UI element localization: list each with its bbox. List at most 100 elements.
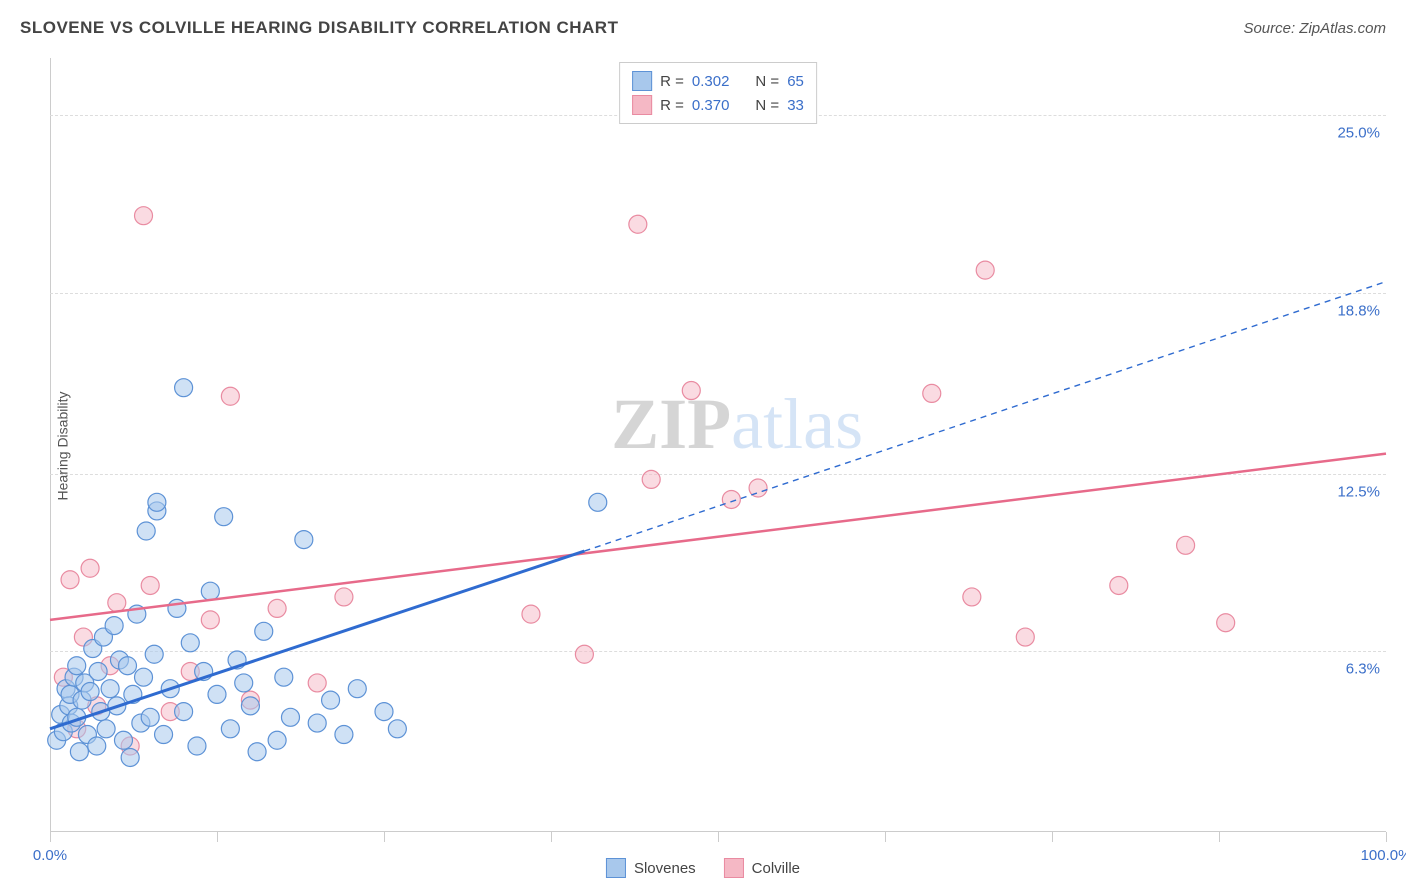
data-point (175, 379, 193, 397)
r-label: R = (660, 73, 684, 90)
series-legend: Slovenes Colville (606, 858, 800, 878)
data-point (322, 691, 340, 709)
data-point (208, 685, 226, 703)
x-tick (551, 832, 552, 842)
chart-plot-area: 6.3%12.5%18.8%25.0% 0.0%100.0% R = 0.302… (50, 58, 1386, 832)
chart-title: SLOVENE VS COLVILLE HEARING DISABILITY C… (20, 18, 618, 38)
data-point (268, 731, 286, 749)
data-point (181, 634, 199, 652)
x-tick (50, 832, 51, 842)
x-tick (384, 832, 385, 842)
n-value-colville: 33 (787, 97, 804, 114)
r-value-colville: 0.370 (692, 97, 730, 114)
data-point (388, 720, 406, 738)
data-point (629, 215, 647, 233)
legend-row-slovenes: R = 0.302 N = 65 (632, 69, 804, 93)
data-point (101, 680, 119, 698)
data-point (268, 599, 286, 617)
data-point (1177, 536, 1195, 554)
scatter-svg (50, 58, 1386, 832)
data-point (81, 683, 99, 701)
data-point (121, 748, 139, 766)
data-point (141, 576, 159, 594)
data-point (105, 617, 123, 635)
data-point (118, 657, 136, 675)
data-point (348, 680, 366, 698)
x-tick (1386, 832, 1387, 842)
r-label: R = (660, 97, 684, 114)
data-point (188, 737, 206, 755)
data-point (135, 668, 153, 686)
data-point (201, 582, 219, 600)
data-point (148, 493, 166, 511)
data-point (97, 720, 115, 738)
trend-line-slovenes-dashed (584, 282, 1386, 551)
legend-item-slovenes: Slovenes (606, 858, 696, 878)
data-point (135, 207, 153, 225)
data-point (201, 611, 219, 629)
data-point (114, 731, 132, 749)
data-point (221, 387, 239, 405)
data-point (81, 559, 99, 577)
data-point (335, 726, 353, 744)
data-point (923, 384, 941, 402)
x-tick (718, 832, 719, 842)
data-point (281, 708, 299, 726)
data-point (295, 531, 313, 549)
data-point (68, 657, 86, 675)
data-point (175, 703, 193, 721)
x-tick (1219, 832, 1220, 842)
correlation-legend: R = 0.302 N = 65 R = 0.370 N = 33 (619, 62, 817, 124)
data-point (255, 622, 273, 640)
source-attribution: Source: ZipAtlas.com (1243, 20, 1386, 37)
data-point (137, 522, 155, 540)
data-point (522, 605, 540, 623)
r-value-slovenes: 0.302 (692, 73, 730, 90)
data-point (235, 674, 253, 692)
x-tick-label: 100.0% (1361, 847, 1406, 864)
swatch-colville-icon (724, 858, 744, 878)
data-point (976, 261, 994, 279)
legend-row-colville: R = 0.370 N = 33 (632, 93, 804, 117)
data-point (1016, 628, 1034, 646)
x-tick (1052, 832, 1053, 842)
data-point (575, 645, 593, 663)
swatch-slovenes (632, 71, 652, 91)
legend-label-colville: Colville (752, 860, 800, 877)
n-value-slovenes: 65 (787, 73, 804, 90)
data-point (1217, 614, 1235, 632)
swatch-colville (632, 95, 652, 115)
data-point (275, 668, 293, 686)
data-point (145, 645, 163, 663)
data-point (88, 737, 106, 755)
legend-label-slovenes: Slovenes (634, 860, 696, 877)
data-point (963, 588, 981, 606)
n-label: N = (755, 73, 779, 90)
data-point (722, 490, 740, 508)
data-point (70, 743, 88, 761)
x-tick (885, 832, 886, 842)
data-point (248, 743, 266, 761)
data-point (215, 508, 233, 526)
n-label: N = (755, 97, 779, 114)
data-point (155, 726, 173, 744)
data-point (221, 720, 239, 738)
data-point (108, 594, 126, 612)
data-point (61, 571, 79, 589)
data-point (589, 493, 607, 511)
legend-item-colville: Colville (724, 858, 800, 878)
data-point (682, 382, 700, 400)
x-tick (217, 832, 218, 842)
data-point (241, 697, 259, 715)
data-point (335, 588, 353, 606)
data-point (1110, 576, 1128, 594)
x-tick-label: 0.0% (33, 847, 67, 864)
trend-line-slovenes (50, 551, 584, 729)
swatch-slovenes-icon (606, 858, 626, 878)
data-point (308, 674, 326, 692)
data-point (141, 708, 159, 726)
data-point (642, 470, 660, 488)
data-point (375, 703, 393, 721)
data-point (89, 662, 107, 680)
data-point (308, 714, 326, 732)
